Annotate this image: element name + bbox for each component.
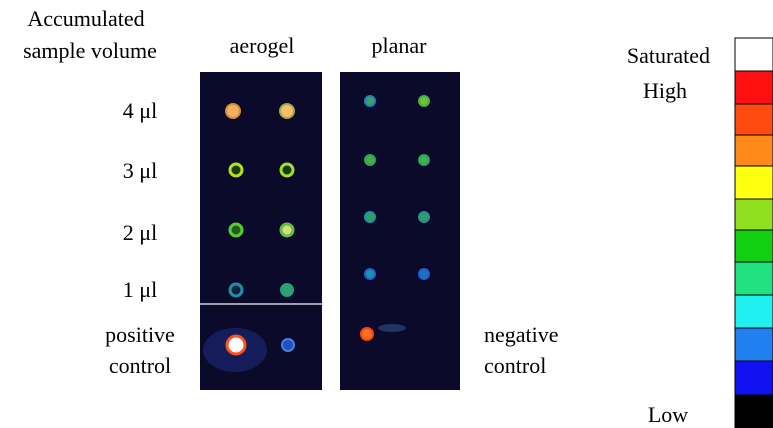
spot xyxy=(419,269,429,279)
spot xyxy=(281,284,293,296)
header-line: sample volume xyxy=(23,38,157,63)
spot xyxy=(230,164,242,176)
scale-step xyxy=(735,328,773,361)
spot xyxy=(280,104,294,118)
spot xyxy=(227,336,245,354)
scale-step xyxy=(735,361,773,395)
spot xyxy=(419,155,429,165)
scale-step xyxy=(735,295,773,328)
column-label: aerogel xyxy=(230,33,295,58)
spot xyxy=(281,224,293,236)
row-label: 2 μl xyxy=(123,220,157,245)
scale-step xyxy=(735,395,773,428)
scale-step xyxy=(735,166,773,199)
row-label: 3 μl xyxy=(123,158,157,183)
figure: Accumulated sample volume aerogel planar… xyxy=(0,0,773,428)
row-label: 1 μl xyxy=(123,277,157,302)
row-label: control xyxy=(109,353,171,378)
scale-step xyxy=(735,38,773,71)
spot xyxy=(361,328,373,340)
row-label: 4 μl xyxy=(123,98,157,123)
column-label: planar xyxy=(372,33,428,58)
scale-label: Saturated xyxy=(627,43,710,68)
scale-step xyxy=(735,230,773,262)
spot xyxy=(419,212,429,222)
spot xyxy=(365,155,375,165)
spot xyxy=(281,164,293,176)
scale-step xyxy=(735,135,773,166)
spot xyxy=(365,96,375,106)
scale-step xyxy=(735,262,773,295)
image-panel xyxy=(340,72,460,390)
spot xyxy=(230,284,242,296)
spot xyxy=(282,339,294,351)
glow xyxy=(378,324,406,332)
scale-step xyxy=(735,104,773,135)
scale-step xyxy=(735,199,773,230)
color-scale xyxy=(735,38,773,428)
row-label: positive xyxy=(105,322,175,347)
scale-label: High xyxy=(643,78,687,103)
header-line: Accumulated xyxy=(27,6,144,31)
side-label: control xyxy=(484,353,546,378)
side-label: negative xyxy=(484,322,559,347)
spot xyxy=(230,224,242,236)
spot xyxy=(365,269,375,279)
spot xyxy=(226,104,240,118)
spot xyxy=(419,96,429,106)
spot xyxy=(365,212,375,222)
scale-label: Low xyxy=(648,402,688,427)
scale-step xyxy=(735,71,773,104)
